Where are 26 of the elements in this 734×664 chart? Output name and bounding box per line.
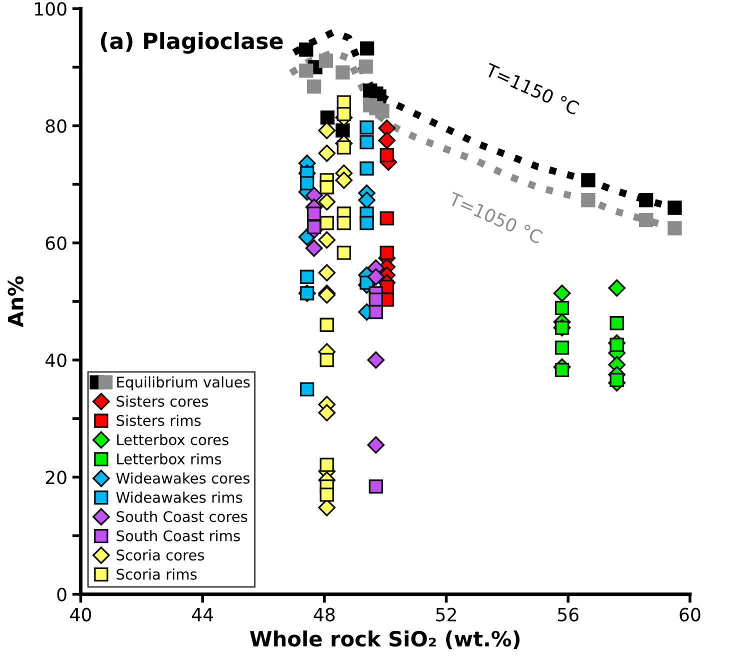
legend-label: South Coast cores — [116, 510, 248, 522]
legend-label: Letterbox rims — [117, 453, 222, 464]
legend-label: Scoria rims — [116, 568, 197, 580]
legend-label: Equilibrium values — [117, 376, 250, 390]
legend-label: South Coast rims — [116, 530, 240, 542]
y-tick-label: 80 — [46, 119, 66, 133]
x-tick-label: 48 — [314, 608, 335, 622]
y-axis-title: An% — [8, 276, 24, 328]
x-tick-label: 40 — [70, 608, 92, 622]
x-axis-title: Whole rock SiO₂ (wt.%) — [250, 630, 520, 650]
x-tick-label: 60 — [680, 608, 700, 622]
y-tick-label: 100 — [35, 2, 66, 16]
legend-label: Wideawakes cores — [116, 472, 250, 484]
y-tick-label: 40 — [45, 353, 66, 368]
legend-label: Letterbox cores — [117, 434, 228, 446]
y-tick-label: 60 — [46, 236, 66, 250]
text: (a) Plagioclase — [100, 32, 283, 54]
y-tick-label: 0 — [57, 588, 66, 602]
y-tick-label: 20 — [46, 470, 66, 484]
x-tick-label: 52 — [436, 608, 456, 622]
legend-label: Sisters rims — [116, 414, 201, 426]
x-tick-label: 44 — [192, 608, 214, 622]
legend-label: Scoria cores — [116, 549, 204, 561]
legend-label: Sisters cores — [116, 396, 208, 407]
legend-label: Wideawakes rims — [116, 492, 242, 503]
x-tick-label: 56 — [558, 608, 578, 622]
